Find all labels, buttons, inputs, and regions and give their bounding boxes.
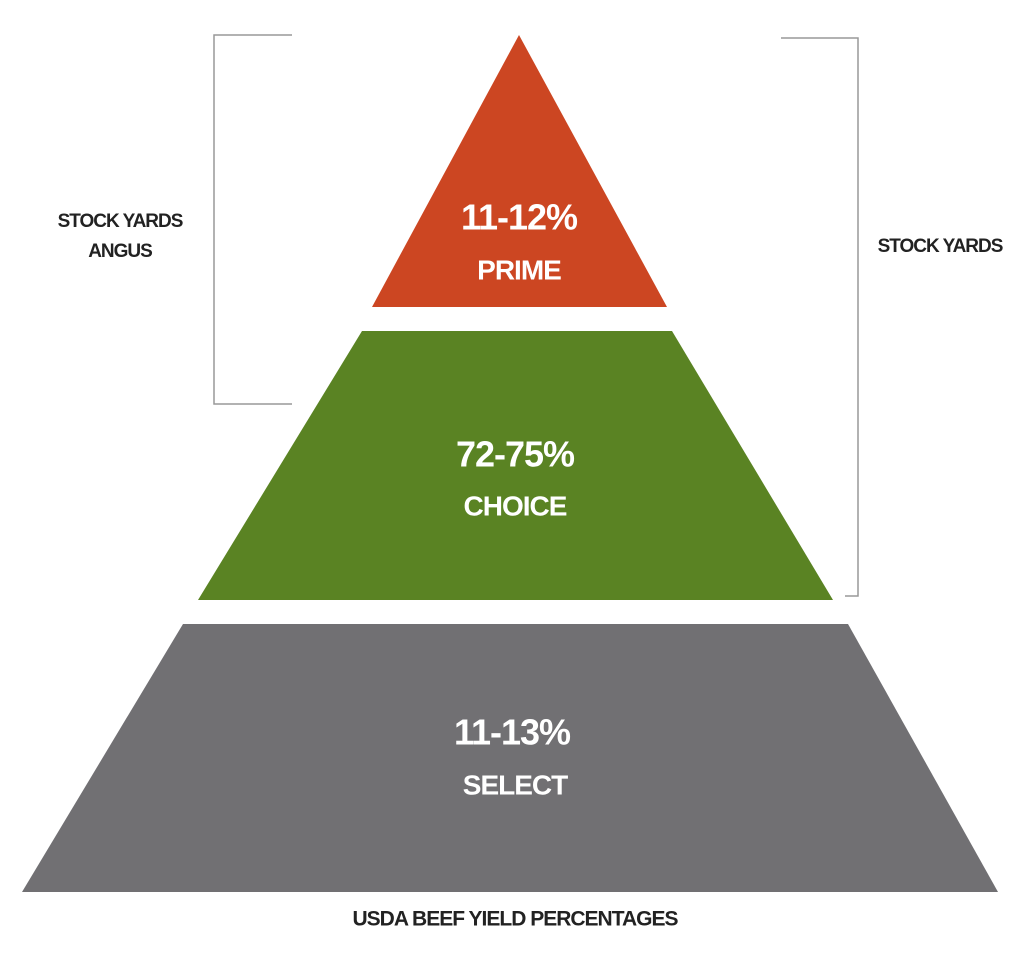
left-label: ANGUS (88, 241, 152, 262)
tier-grade: SELECT (463, 769, 568, 800)
right-bracket (781, 37, 859, 597)
tier-percent: 11-13% (454, 712, 571, 753)
left-bracket (213, 34, 292, 405)
left-label: STOCK YARDS (58, 211, 183, 232)
tier-percent: 72-75% (456, 434, 575, 475)
tier-grade: CHOICE (464, 490, 567, 521)
prime-tier (372, 35, 667, 307)
tier-percent: 11-12% (461, 197, 578, 238)
right-label: STOCK YARDS (878, 236, 1003, 257)
select-tier (22, 624, 998, 892)
caption: USDA BEEF YIELD PERCENTAGES (353, 908, 679, 931)
choice-tier (198, 331, 833, 600)
tier-grade: PRIME (477, 254, 561, 285)
